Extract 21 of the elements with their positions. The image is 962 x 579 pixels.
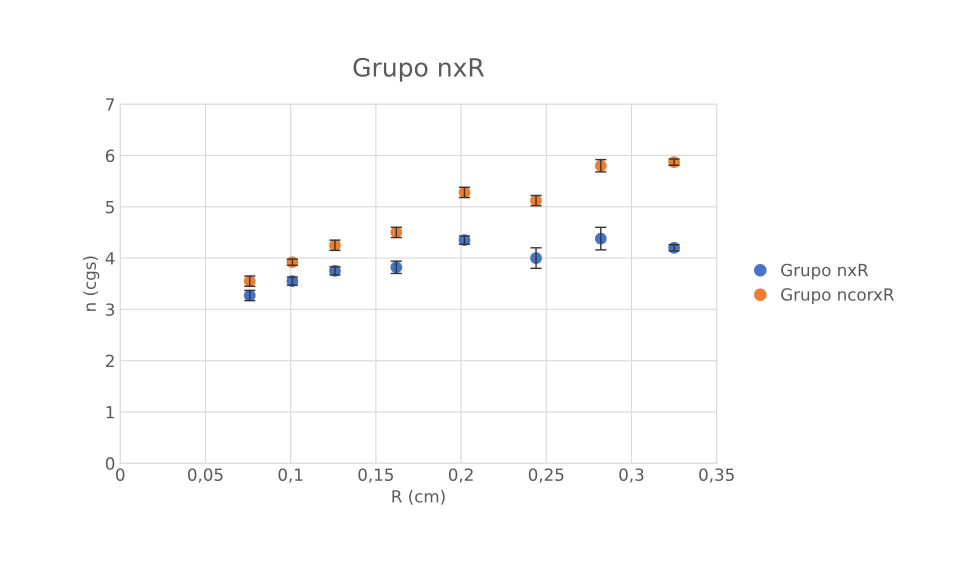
x-tick-label: 0,05 (188, 468, 223, 483)
y-axis-title: n (cgs) (83, 256, 100, 311)
x-tick-label: 0 (116, 468, 124, 481)
x-axis-title: R (cm) (392, 490, 445, 505)
y-tick-label: 1 (106, 406, 114, 418)
y-tick-label: 3 (106, 303, 114, 316)
y-tick-label: 0 (106, 457, 114, 470)
y-tick-label: 4 (106, 252, 114, 264)
x-tick-label: 0,2 (448, 468, 473, 483)
y-tick-label: 7 (106, 98, 114, 111)
chart-title: Grupo nxR (354, 58, 484, 82)
y-tick-label: 6 (106, 149, 114, 162)
x-tick-label: 0,35 (699, 468, 734, 483)
legend-label: Grupo nxR (781, 264, 868, 280)
legend-label: Grupo ncorxR (781, 288, 894, 304)
x-tick-label: 0,3 (619, 468, 644, 483)
x-tick-label: 0,1 (278, 468, 302, 483)
x-tick-label: 0,15 (358, 468, 393, 483)
y-tick-label: 2 (106, 354, 114, 367)
x-tick-label: 0,25 (528, 468, 564, 483)
y-tick-label: 5 (106, 200, 114, 214)
